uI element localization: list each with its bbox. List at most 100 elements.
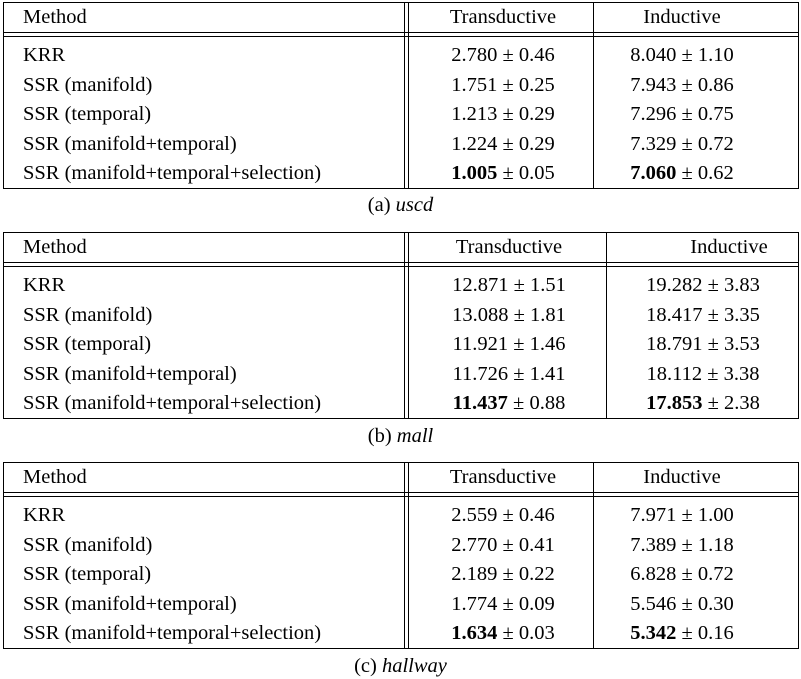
- method-cell: KRR: [23, 44, 66, 66]
- transductive-cell: 11.921 ± 1.46: [409, 329, 609, 359]
- header-rule: [3, 492, 799, 493]
- mean-value: 5.546: [630, 592, 677, 615]
- left-border: [3, 232, 4, 418]
- header-inductive: Inductive: [643, 466, 721, 488]
- header-method: Method: [23, 466, 87, 488]
- method-cell: SSR (temporal): [23, 103, 152, 126]
- method-cell: SSR (manifold+temporal): [23, 132, 237, 155]
- plus-minus: ±: [497, 563, 519, 586]
- std-value: 2.38: [724, 392, 760, 415]
- plus-minus: ±: [676, 132, 698, 155]
- std-value: 0.29: [518, 103, 555, 126]
- method-cell: SSR (manifold): [23, 303, 153, 326]
- inductive-cell: 7.060 ± 0.62: [582, 158, 782, 188]
- transductive-cell: 1.005 ± 0.05: [403, 158, 603, 188]
- column-separator: [593, 462, 594, 648]
- transductive-cell: 1.751 ± 0.25: [403, 70, 603, 100]
- table-row: SSR (manifold) 2.770 ± 0.41 7.389 ± 1.18: [0, 530, 801, 560]
- std-value: 0.72: [697, 132, 734, 155]
- std-value: 0.16: [697, 622, 734, 645]
- std-value: 0.41: [518, 533, 555, 556]
- table-caption: (a) uscd: [0, 192, 801, 218]
- mean-value: 7.389: [630, 533, 677, 556]
- mean-value: 7.296: [630, 103, 677, 126]
- inductive-cell: 5.342 ± 0.16: [582, 618, 782, 648]
- inductive-cell: 18.112 ± 3.38: [603, 359, 801, 389]
- std-value: 0.62: [697, 162, 734, 185]
- plus-minus: ±: [676, 563, 698, 586]
- table-row: SSR (temporal) 1.213 ± 0.29 7.296 ± 0.75: [0, 99, 801, 129]
- header-transductive: Transductive: [449, 466, 557, 488]
- plus-minus: ±: [497, 73, 519, 96]
- left-border: [3, 462, 4, 648]
- mean-value: 8.040: [630, 44, 677, 66]
- plus-minus: ±: [676, 44, 698, 66]
- right-border: [798, 232, 799, 418]
- method-cell: SSR (manifold+temporal): [23, 362, 237, 385]
- plus-minus: ±: [497, 44, 519, 66]
- plus-minus: ±: [676, 162, 698, 185]
- mean-value: 5.342: [630, 622, 677, 645]
- plus-minus: ±: [702, 333, 724, 356]
- std-value: 0.46: [518, 504, 555, 526]
- table-row: SSR (manifold+temporal) 11.726 ± 1.41 18.1…: [0, 359, 801, 389]
- inductive-cell: 7.943 ± 0.86: [582, 70, 782, 100]
- method-cell: SSR (manifold+temporal+selection): [23, 622, 322, 645]
- transductive-cell: 2.559 ± 0.46: [403, 500, 603, 530]
- plus-minus: ±: [497, 592, 519, 615]
- table-row: KRR 2.780 ± 0.46 8.040 ± 1.10: [0, 40, 801, 70]
- column-separator-double: [408, 232, 409, 418]
- header-method: Method: [23, 6, 87, 28]
- column-separator: [593, 2, 594, 188]
- mean-value: 11.437: [452, 392, 508, 415]
- plus-minus: ±: [676, 592, 698, 615]
- table-row: SSR (manifold+temporal+selection) 1.634 ±…: [0, 618, 801, 648]
- plus-minus: ±: [497, 162, 519, 185]
- table-row: SSR (temporal) 11.921 ± 1.46 18.791 ± 3.53: [0, 329, 801, 359]
- transductive-cell: 11.726 ± 1.41: [409, 359, 609, 389]
- inductive-cell: 8.040 ± 1.10: [582, 40, 782, 70]
- std-value: 0.30: [697, 592, 734, 615]
- inductive-cell: 17.853 ± 2.38: [603, 388, 801, 418]
- mean-value: 11.726: [452, 362, 509, 385]
- inductive-cell: 5.546 ± 0.30: [582, 589, 782, 619]
- plus-minus: ±: [676, 533, 698, 556]
- method-cell: SSR (manifold): [23, 73, 153, 96]
- table-row: SSR (manifold) 13.088 ± 1.81 18.417 ± 3.35: [0, 300, 801, 330]
- mean-value: 2.780: [451, 44, 498, 66]
- mean-value: 1.005: [451, 162, 498, 185]
- mean-value: 1.224: [451, 132, 498, 155]
- left-border: [3, 2, 4, 188]
- mean-value: 7.329: [630, 132, 677, 155]
- mean-value: 1.774: [451, 592, 498, 615]
- header-method: Method: [23, 236, 87, 258]
- method-cell: KRR: [23, 274, 66, 296]
- caption-label: (c): [354, 655, 382, 677]
- method-cell: SSR (manifold+temporal+selection): [23, 392, 322, 415]
- table-row: SSR (manifold) 1.751 ± 0.25 7.943 ± 0.86: [0, 70, 801, 100]
- plus-minus: ±: [497, 132, 519, 155]
- mean-value: 2.189: [451, 563, 498, 586]
- header-inductive: Inductive: [690, 236, 768, 258]
- transductive-cell: 1.774 ± 0.09: [403, 589, 603, 619]
- caption-dataset-name: hallway: [381, 655, 447, 677]
- std-value: 0.09: [518, 592, 555, 615]
- inductive-cell: 6.828 ± 0.72: [582, 559, 782, 589]
- transductive-cell: 2.189 ± 0.22: [403, 559, 603, 589]
- mean-value: 19.282: [646, 274, 703, 296]
- header-rule-double: [3, 266, 799, 267]
- column-separator: [606, 232, 607, 418]
- inductive-cell: 7.296 ± 0.75: [582, 99, 782, 129]
- std-value: 0.25: [518, 73, 555, 96]
- inductive-cell: 18.791 ± 3.53: [603, 329, 801, 359]
- plus-minus: ±: [676, 73, 698, 96]
- caption-dataset-name: mall: [396, 425, 434, 447]
- table-caption: (c) hallway: [0, 653, 801, 679]
- column-separator: [404, 232, 405, 418]
- header-inductive: Inductive: [643, 6, 721, 28]
- transductive-cell: 13.088 ± 1.81: [409, 300, 609, 330]
- top-rule: [3, 462, 799, 463]
- std-value: 3.83: [724, 274, 760, 296]
- std-value: 0.88: [529, 392, 566, 415]
- mean-value: 11.921: [452, 333, 509, 356]
